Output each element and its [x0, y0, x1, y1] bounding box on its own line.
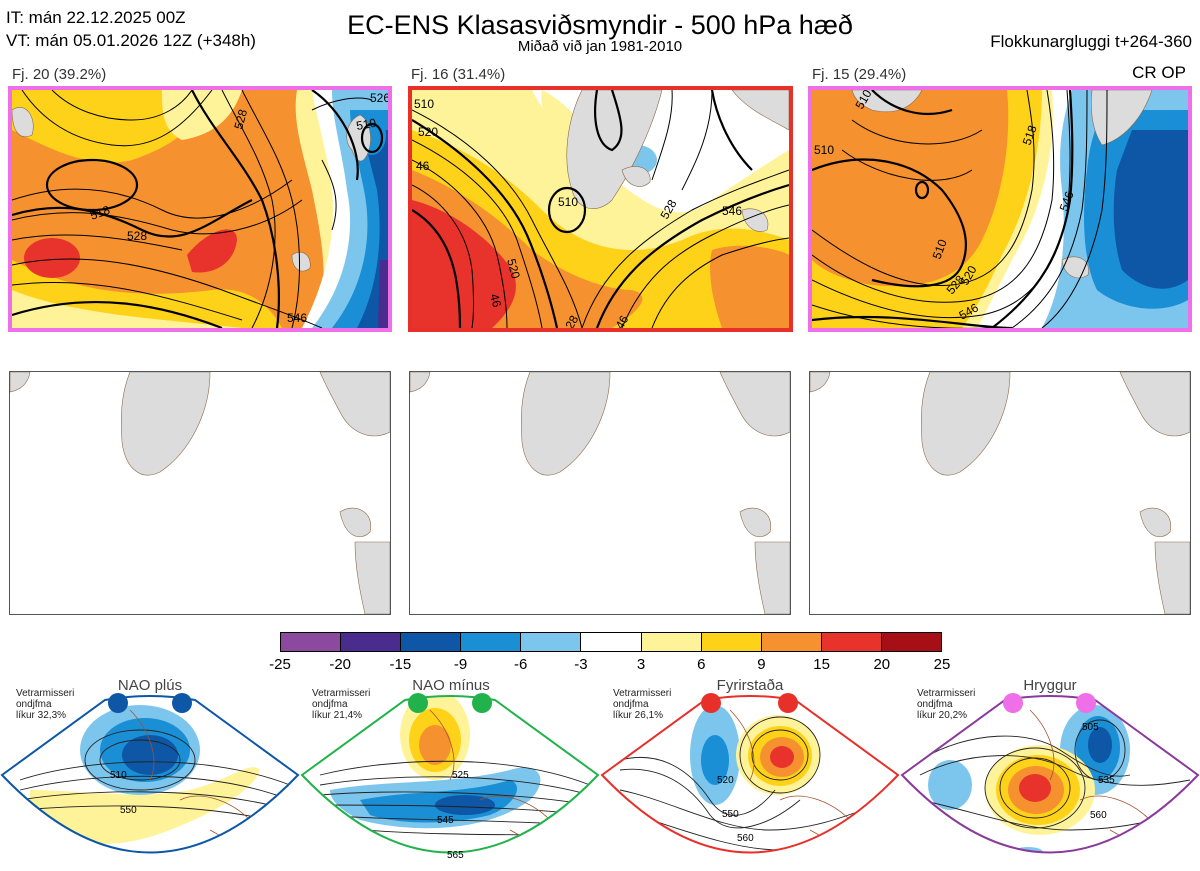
- colorbar-swatch: [761, 633, 822, 651]
- cr-op-label: CR OP: [1132, 63, 1186, 82]
- regime-map-4: 505 535 560: [900, 693, 1200, 854]
- valid-time: VT: mán 05.01.2026 12Z (+348h): [6, 31, 256, 50]
- regime-note-2: Vetrarmisseri ondjfma líkur 21,4%: [312, 688, 371, 721]
- svg-text:510: 510: [110, 770, 127, 781]
- cluster-label-2: Fj. 16 (31.4%): [411, 66, 506, 83]
- colorbar-swatch: [461, 633, 522, 651]
- contour-label: 510: [558, 195, 578, 209]
- colorbar-swatch: [401, 633, 462, 651]
- basemap-panel-3: [809, 371, 1191, 615]
- contour-label: 510: [930, 237, 950, 261]
- colorbar-swatch: [521, 633, 582, 651]
- svg-text:545: 545: [437, 815, 454, 826]
- cluster-map-3: 510 510 518 520 546 510 528 546: [808, 86, 1192, 332]
- initial-time: IT: mán 22.12.2025 00Z: [6, 8, 186, 27]
- colorbar-swatch: [701, 633, 762, 651]
- regime-name-4: Hryggur: [1023, 677, 1077, 694]
- regime-name-3: Fyrirstaða: [716, 677, 784, 694]
- contour-label: 518: [88, 203, 112, 223]
- cluster-label-3: Fj. 15 (29.4%): [812, 66, 907, 83]
- contour-label: 46: [416, 159, 430, 173]
- colorbar-tick-label: 3: [636, 656, 646, 673]
- colorbar-swatch: [281, 633, 342, 651]
- colorbar-swatch: [821, 633, 882, 651]
- contour-label: 518: [1020, 123, 1040, 147]
- colorbar-tick-label: -15: [389, 656, 412, 673]
- svg-text:565: 565: [447, 850, 464, 861]
- basemap-panel-1: [9, 371, 391, 615]
- svg-text:535: 535: [1098, 775, 1115, 786]
- colorbar-tick-label: -3: [574, 656, 588, 673]
- colorbar-swatch: [581, 633, 642, 651]
- contour-label: 520: [504, 257, 523, 280]
- header-info: IT: mán 22.12.2025 00Z VT: mán 05.01.202…: [6, 6, 256, 52]
- contour-label: 46: [487, 292, 504, 309]
- colorbar-swatch: [341, 633, 402, 651]
- colorbar: [280, 632, 942, 652]
- svg-text:560: 560: [1090, 810, 1107, 821]
- regime-note-3: Vetrarmisseri ondjfma líkur 26,1%: [613, 688, 672, 721]
- contour-label: 528: [127, 229, 147, 243]
- regime-note-1: Vetrarmisseri ondjfma líkur 32,3%: [16, 688, 75, 721]
- contour-label: 510: [814, 143, 834, 157]
- page-subtitle: Miðað við jan 1981-2010: [517, 38, 683, 55]
- colorbar-tick-label: 20: [873, 656, 891, 673]
- svg-text:505: 505: [1082, 722, 1099, 733]
- colorbar-tick-label: -25: [269, 656, 291, 673]
- contour-label: 546: [722, 204, 742, 218]
- colorbar-tick-label: -6: [514, 656, 528, 673]
- contour-label: 510: [414, 97, 434, 111]
- regime-map-2: 525 545 565: [300, 693, 600, 861]
- regime-map-3: 520 550 560: [600, 693, 900, 854]
- contour-label: 546: [1057, 189, 1077, 213]
- colorbar-swatch: [881, 633, 942, 651]
- regime-note-4: Vetrarmisseri ondjfma líkur 20,2%: [917, 688, 976, 721]
- contour-label: 526: [370, 91, 388, 105]
- svg-text:550: 550: [120, 805, 137, 816]
- basemap-panel-2: [409, 371, 791, 615]
- contour-label: 546: [287, 311, 307, 325]
- contour-label: 528: [231, 107, 250, 130]
- colorbar-tick-label: 6: [697, 656, 706, 673]
- cluster-label-1: Fj. 20 (39.2%): [12, 66, 107, 83]
- regime-map-1: 510 550: [0, 693, 300, 854]
- svg-text:560: 560: [737, 833, 754, 844]
- svg-text:525: 525: [452, 770, 469, 781]
- colorbar-tick-label: -20: [329, 656, 352, 673]
- page-title: EC-ENS Klasasviðsmyndir - 500 hPa hæð: [347, 10, 853, 40]
- cluster-map-1: 528 518 528 546 510 526: [8, 86, 392, 332]
- colorbar-tick-label: 15: [813, 656, 830, 673]
- svg-text:520: 520: [717, 775, 734, 786]
- regime-name-2: NAO mínus: [412, 677, 490, 694]
- colorbar-swatch: [641, 633, 702, 651]
- contour-label: 520: [418, 125, 438, 139]
- colorbar-tick-label: -9: [453, 656, 468, 673]
- colorbar-tick-label: 25: [933, 656, 951, 673]
- colorbar-tick-label: 9: [757, 656, 766, 673]
- classification-window: Flokkunargluggi t+264-360: [990, 32, 1192, 51]
- cluster-map-2: 510 520 46 510 528 546 520 28 46 46: [408, 86, 793, 332]
- svg-text:550: 550: [722, 809, 739, 820]
- contour-label: 510: [355, 116, 377, 133]
- regime-name-1: NAO plús: [117, 677, 183, 694]
